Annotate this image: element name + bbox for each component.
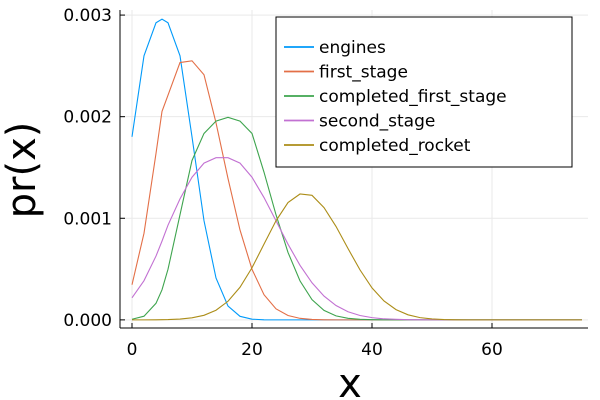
legend-box <box>275 16 573 168</box>
y-tick-label: 0.003 <box>63 6 112 26</box>
series-line-completed-rocket <box>132 193 582 321</box>
y-tick-label: 0.002 <box>63 108 112 128</box>
legend-label: first_stage <box>319 63 408 83</box>
legend: engines first_stage completed_first_stages… <box>275 16 573 168</box>
y-tick-label: 0.001 <box>63 209 112 229</box>
x-tick-label: 0 <box>127 340 138 360</box>
axes: 0 20 40 60 0.000 0.001 0.002 0.003 <box>63 6 588 360</box>
series-group <box>131 18 582 321</box>
legend-label: completed_first_stage <box>319 87 507 107</box>
x-tick-label: 20 <box>241 340 263 360</box>
series-line-second-stage <box>131 157 582 321</box>
legend-label: second_stage <box>319 112 435 132</box>
legend-label: engines <box>319 38 386 58</box>
x-tick-label: 40 <box>361 340 383 360</box>
y-tick-label: 0.000 <box>63 311 112 331</box>
x-tick-label: 60 <box>481 340 503 360</box>
y-axis-label: pr(x) <box>0 122 45 219</box>
legend-label: completed_rocket <box>319 136 471 156</box>
x-axis-label: x <box>338 361 362 400</box>
